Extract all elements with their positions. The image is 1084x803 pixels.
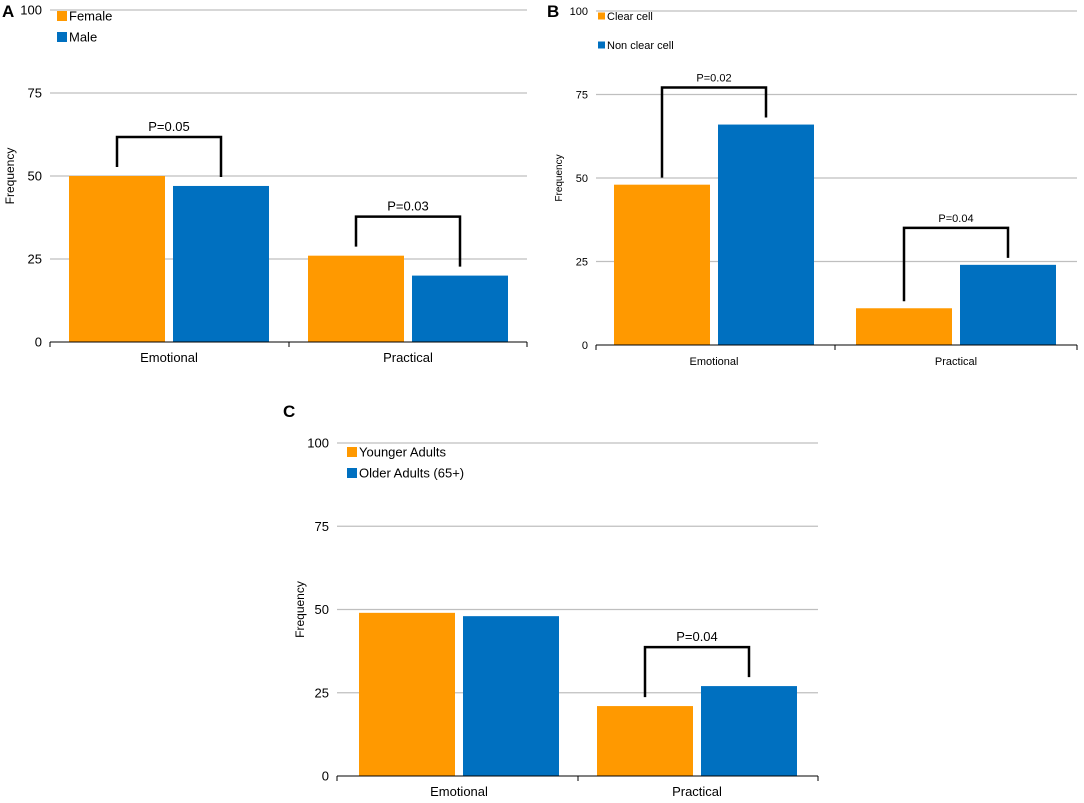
panel-b-legend-label: Non clear cell: [607, 40, 674, 52]
panel-b-xtick-label-practical: Practical: [935, 356, 977, 368]
panel-c-legend-label: Older Adults (65+): [359, 466, 464, 481]
panel-b-bar-clear-cell-practical: [856, 308, 952, 345]
panel-a-legend-swatch: [57, 32, 67, 42]
panel-c-ytick-label: 0: [322, 769, 329, 784]
panel-c-bar-older-adults-65--emotional: [463, 616, 559, 776]
panel-b-xtick-label-emotional: Emotional: [690, 356, 739, 368]
panel-b-ytick-label: 0: [582, 340, 588, 352]
panel-b-ytick-label: 25: [576, 256, 588, 268]
panel-a-xtick-label-practical: Practical: [383, 350, 433, 365]
panel-c-xtick-label-practical: Practical: [672, 784, 722, 799]
panel-b-letter: B: [547, 2, 559, 21]
panel-c-bar-younger-adults-practical: [597, 706, 693, 776]
panel-b-ytick-label: 75: [576, 89, 588, 101]
panel-a-legend-swatch: [57, 11, 67, 21]
panel-c-p-value-practical: P=0.04: [676, 629, 718, 644]
panel-b-ylabel: Frequency: [554, 154, 565, 201]
panel-b-legend-label: Clear cell: [607, 11, 653, 23]
panel-b-legend-swatch: [598, 12, 605, 20]
panel-a-ytick-label: 75: [28, 86, 42, 101]
panel-b-bar-non-clear-cell-practical: [960, 264, 1056, 345]
panel-a-p-value-emotional: P=0.05: [148, 119, 190, 134]
panel-b-significance-bracket-practical: [902, 226, 1010, 302]
panel-b-bar-non-clear-cell-emotional: [718, 124, 814, 345]
panel-c-bar-younger-adults-emotional: [359, 612, 455, 776]
panel-a-bar-male-emotional: [173, 185, 269, 342]
panel-a-bar-male-practical: [412, 275, 508, 342]
panel-a-significance-bracket-emotional: [115, 135, 223, 177]
panel-a-legend-label: Male: [69, 30, 97, 45]
panel-c-ylabel: Frequency: [293, 581, 307, 638]
panel-a-significance-bracket-practical: [354, 215, 462, 267]
panel-b-legend-swatch: [598, 41, 605, 49]
panel-c-legend-swatch: [347, 447, 357, 457]
panel-c-ytick-label: 100: [307, 436, 329, 451]
panel-c-legend-label: Younger Adults: [359, 445, 446, 460]
panel-b-ytick-label: 50: [576, 173, 588, 185]
panel-b-p-value-practical: P=0.04: [938, 213, 973, 225]
panel-c-ytick-label: 75: [315, 519, 329, 534]
panel-a-xtick-label-emotional: Emotional: [140, 350, 198, 365]
panel-a-letter: A: [2, 2, 14, 21]
panel-a-ytick-label: 0: [35, 335, 42, 350]
panel-c-bar-older-adults-65--practical: [701, 686, 797, 776]
panel-c-ytick-label: 50: [315, 602, 329, 617]
panel-a-ytick-label: 25: [28, 252, 42, 267]
panel-c-legend-swatch: [347, 468, 357, 478]
panel-a-ytick-label: 100: [20, 3, 42, 18]
panel-b-significance-bracket-emotional: [660, 86, 768, 178]
panel-a-ytick-label: 50: [28, 169, 42, 184]
panel-c-letter: C: [283, 402, 295, 421]
panel-a-legend-label: Female: [69, 9, 112, 24]
panel-b-p-value-emotional: P=0.02: [696, 73, 731, 85]
panel-c-xtick-label-emotional: Emotional: [430, 784, 488, 799]
panel-c-ytick-label: 25: [315, 685, 329, 700]
panel-c-significance-bracket-practical: [643, 645, 751, 698]
panel-a-bar-female-emotional: [69, 176, 165, 342]
panel-a-p-value-practical: P=0.03: [387, 199, 429, 214]
panel-b-bar-clear-cell-emotional: [614, 184, 710, 345]
panel-b-ytick-label: 100: [570, 6, 588, 18]
panel-a-ylabel: Frequency: [3, 148, 17, 205]
panel-a-bar-female-practical: [308, 255, 404, 342]
